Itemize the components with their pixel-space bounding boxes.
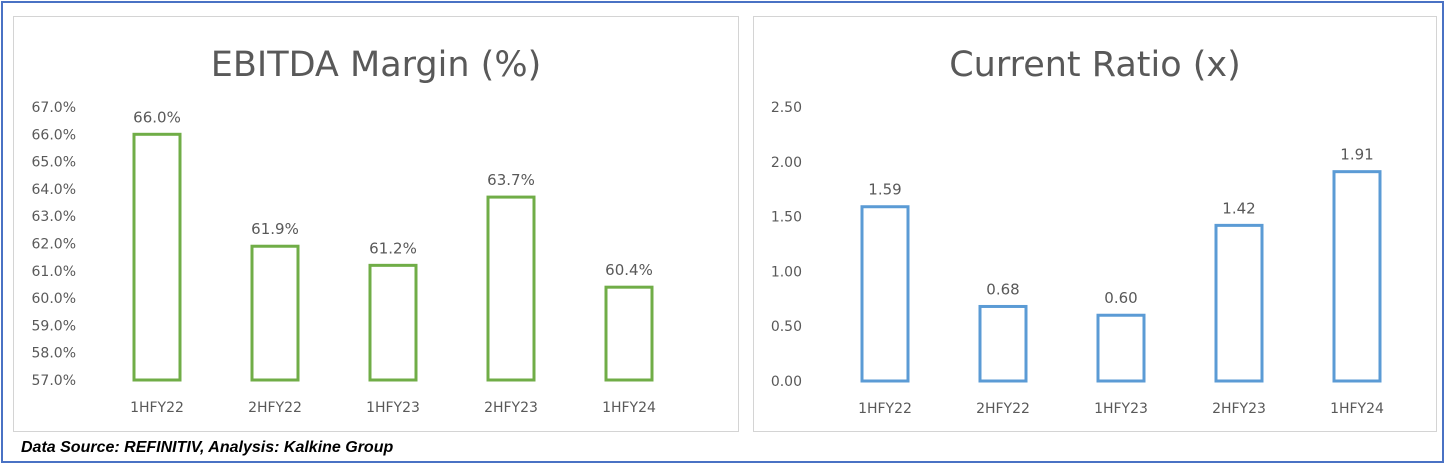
- data-label: 1.59: [868, 181, 901, 199]
- y-tick-label: 63.0%: [32, 209, 76, 225]
- current-ratio-plot: 0.00 0.50 1.00 1.50 2.00 2.50 1.59 1HFY22 0.68 2H…: [771, 100, 1384, 417]
- bar: [486, 195, 536, 382]
- chart-title: EBITDA Margin (%): [210, 45, 542, 85]
- y-tick-label: 65.0%: [32, 155, 76, 171]
- bar: [368, 263, 418, 382]
- bar: [250, 244, 300, 382]
- y-tick-label: 62.0%: [32, 237, 76, 253]
- x-tick-label: 2HFY23: [1212, 401, 1266, 417]
- y-tick-label: 1.00: [771, 264, 802, 280]
- x-tick-label: 1HFY22: [130, 400, 184, 416]
- x-tick-label: 1HFY22: [858, 401, 912, 417]
- bar: [978, 304, 1028, 383]
- y-tick-label: 0.50: [771, 319, 802, 335]
- y-tick-label: 2.50: [771, 100, 802, 116]
- bar: [1332, 170, 1382, 383]
- y-tick-label: 58.0%: [32, 346, 76, 362]
- data-label: 63.7%: [487, 171, 535, 189]
- x-tick-label: 1HFY24: [602, 400, 656, 416]
- bar: [1096, 313, 1146, 383]
- y-tick-label: 67.0%: [32, 100, 76, 116]
- bar: [860, 205, 910, 383]
- y-tick-label: 64.0%: [32, 182, 76, 198]
- data-label: 66.0%: [133, 108, 181, 126]
- y-tick-label: 61.0%: [32, 264, 76, 280]
- bar: [132, 132, 182, 382]
- y-tick-label: 59.0%: [32, 318, 76, 334]
- bar: [1214, 223, 1264, 383]
- ebitda-margin-plot: 57.0% 58.0% 59.0% 60.0% 61.0% 62.0% 63.0% 64.0%…: [32, 100, 657, 416]
- data-label: 1.42: [1222, 199, 1255, 217]
- x-tick-label: 1HFY23: [366, 400, 420, 416]
- y-tick-label: 2.00: [771, 155, 802, 171]
- ebitda-margin-chart: EBITDA Margin (%) 57.0% 58.0% 59.0% 60.0% 61…: [13, 16, 739, 432]
- current-ratio-chart: Current Ratio (x) 0.00 0.50 1.00 1.50 2.00 2.…: [753, 16, 1437, 432]
- y-tick-label: 1.50: [771, 210, 802, 226]
- x-tick-label: 1HFY23: [1094, 401, 1148, 417]
- y-tick-label: 66.0%: [32, 127, 76, 143]
- data-label: 0.68: [986, 280, 1019, 298]
- data-label: 61.9%: [251, 220, 299, 238]
- data-label: 1.91: [1340, 146, 1373, 164]
- x-tick-label: 2HFY23: [484, 400, 538, 416]
- x-tick-label: 1HFY24: [1330, 401, 1384, 417]
- y-tick-label: 57.0%: [32, 373, 76, 389]
- bar: [604, 285, 654, 382]
- x-tick-label: 2HFY22: [248, 400, 302, 416]
- chart-title: Current Ratio (x): [949, 45, 1241, 85]
- data-label: 61.2%: [369, 239, 417, 257]
- data-label: 60.4%: [605, 261, 653, 279]
- y-tick-label: 0.00: [771, 374, 802, 390]
- data-source-note: Data Source: REFINITIV, Analysis: Kalkin…: [21, 439, 394, 456]
- y-tick-label: 60.0%: [32, 291, 76, 307]
- x-tick-label: 2HFY22: [976, 401, 1030, 417]
- data-label: 0.60: [1104, 289, 1137, 307]
